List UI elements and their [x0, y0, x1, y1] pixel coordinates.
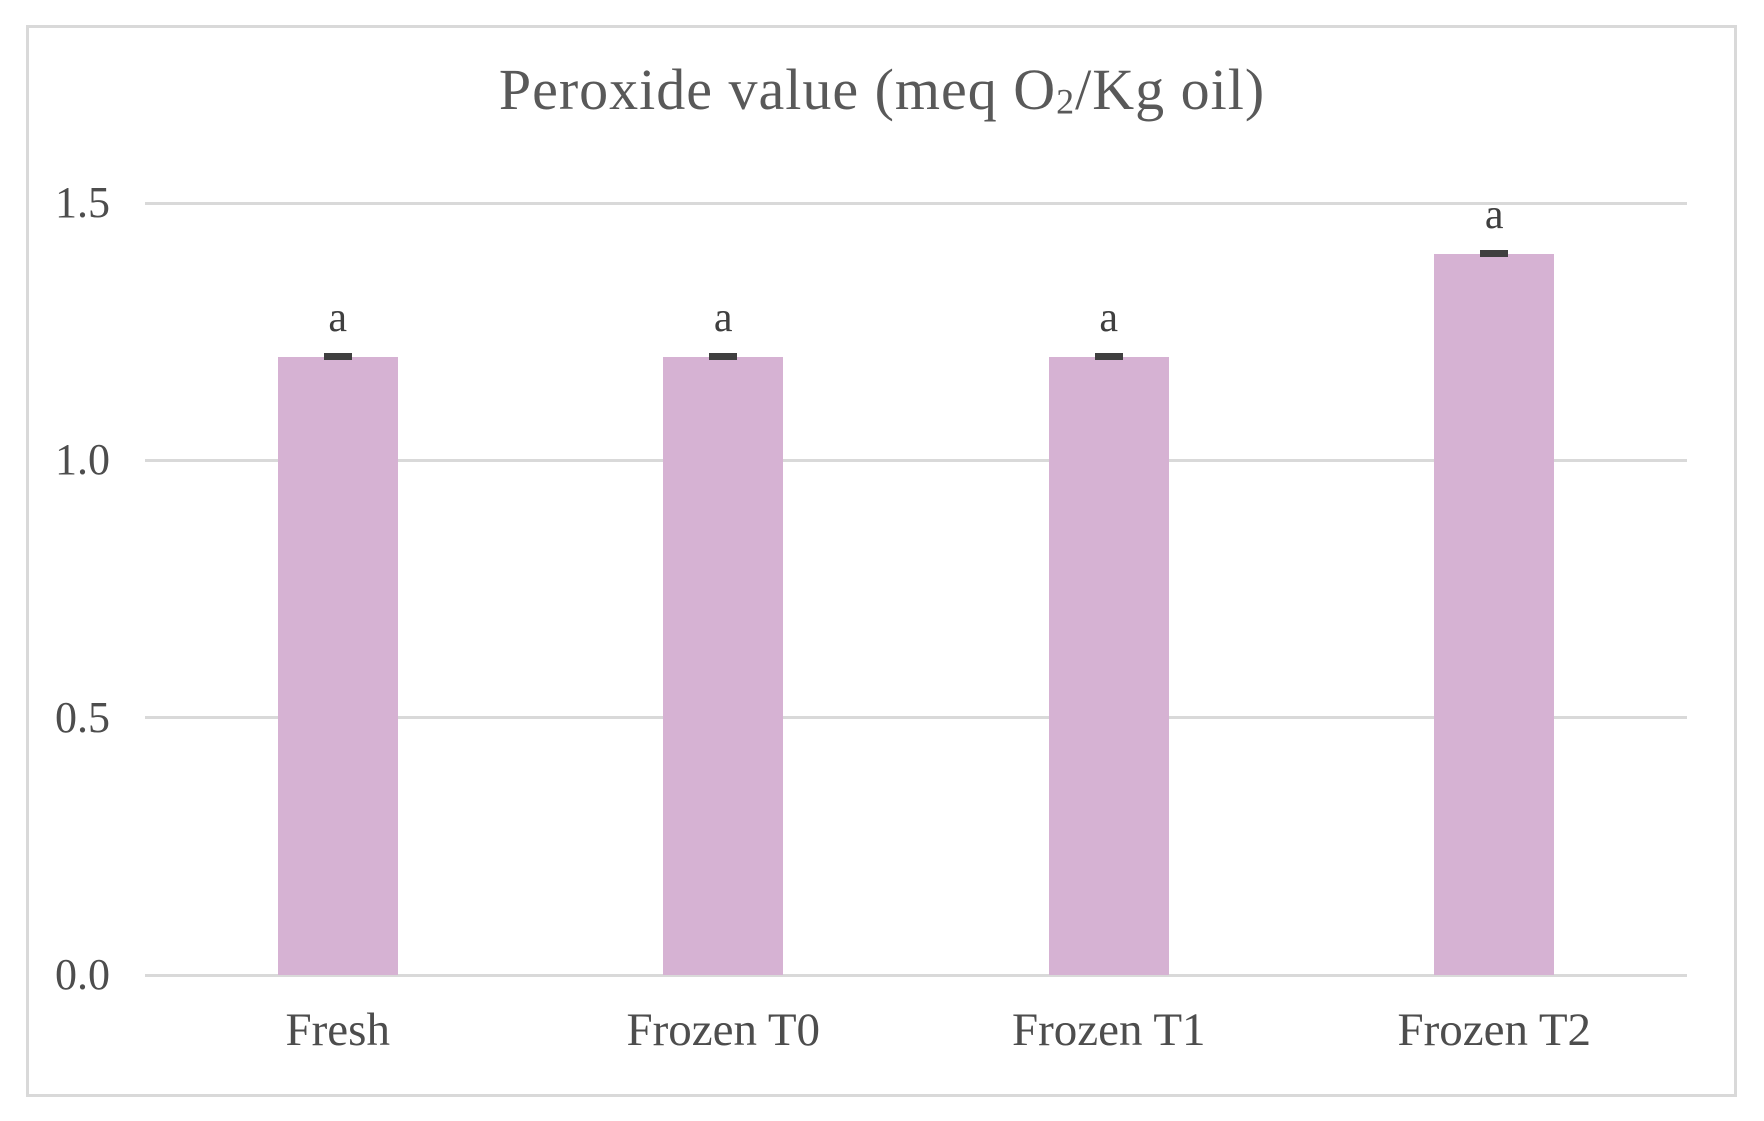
- x-axis-category-label: Fresh: [285, 1004, 390, 1056]
- gridline-y-0.0: [145, 973, 1687, 977]
- x-axis-category-label: Frozen T0: [626, 1004, 821, 1056]
- bar-frozen-t2: [1434, 254, 1555, 975]
- error-bar-cap: [1094, 353, 1123, 361]
- chart-title-subscript: 2: [1056, 81, 1076, 122]
- gridline-y-1.5: [145, 201, 1687, 205]
- bar-frozen-t1: [1048, 357, 1169, 975]
- y-axis-tick-label: 1.0: [55, 435, 110, 485]
- bar-frozen-t0: [663, 357, 784, 975]
- y-axis-tick-label: 0.5: [55, 692, 110, 742]
- chart-title-text-end: /Kg oil): [1075, 57, 1266, 122]
- error-bar-cap: [709, 353, 738, 361]
- significance-letter: a: [713, 295, 733, 342]
- significance-letter: a: [328, 295, 348, 342]
- significance-letter: a: [1484, 192, 1504, 239]
- x-axis-category-label: Frozen T2: [1397, 1004, 1592, 1056]
- x-axis-category-label: Frozen T1: [1011, 1004, 1206, 1056]
- error-bar-cap: [323, 353, 352, 361]
- error-bar-cap: [1480, 250, 1509, 258]
- y-axis-tick-label: 1.5: [55, 178, 110, 227]
- gridline-y-1.0: [145, 458, 1687, 462]
- chart-title: Peroxide value (meq O2/Kg oil): [0, 56, 1764, 123]
- chart-title-text: Peroxide value (meq O: [498, 57, 1057, 122]
- gridline-y-0.5: [145, 716, 1687, 720]
- y-axis-tick-label: 0.0: [55, 950, 110, 999]
- significance-letter: a: [1099, 295, 1119, 342]
- bar-fresh: [277, 357, 398, 975]
